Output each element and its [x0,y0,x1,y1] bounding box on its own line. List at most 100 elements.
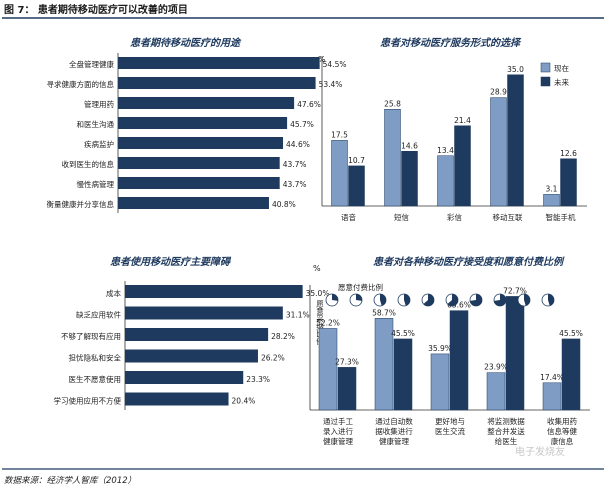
data-label: 20.4% [232,397,256,406]
category-label: 语音 [341,212,356,222]
data-label: 28.2% [271,332,295,341]
bar [454,125,471,207]
bar [437,155,454,207]
category-label: 彩信 [447,212,462,222]
category-label: 康信息 [551,436,574,446]
data-label: 17.5 [331,130,348,139]
figure-title: 图 7： 患者期待移动医疗可以改善的项目 [4,3,188,16]
legend-label: 未来 [554,77,569,87]
data-label: 12.6 [560,149,577,158]
data-label: 44.6% [286,140,310,149]
bar [118,57,320,69]
bar [490,97,507,207]
bar [401,151,418,207]
chart-acceptance-title: 患者对各种移动医疗接受度和愿意付费比例 [373,256,565,268]
bar [118,177,280,189]
data-label: 53.4% [319,80,343,89]
data-label: 31.1% [286,311,310,320]
bar [384,109,401,207]
data-label: 45.7% [290,120,314,129]
category-label: 通过自动数 [375,416,413,426]
category-label: 管理用药 [84,99,114,109]
category-label: 和医生沟通 [77,119,115,129]
category-label: 给医生 [495,436,518,446]
bar [337,367,357,411]
category-label: 信息等健 [547,426,577,436]
category-label: 成本 [106,288,121,298]
bar [505,296,525,411]
data-label: 26.2% [261,354,285,363]
data-label: 54.5% [323,60,347,69]
bar [125,328,269,341]
data-label: 40.8% [272,200,296,209]
category-label: 不够了解现有应用 [61,331,121,341]
category-label: 收集用药 [547,416,577,426]
pie-slice [404,294,410,306]
data-label: 25.8 [384,99,401,108]
chart-uses-title: 患者期待移动医疗的用途 [130,37,242,49]
bar [374,318,394,411]
bar [348,165,365,207]
pie-slice [380,294,386,306]
bar [125,306,283,320]
data-label: 14.6 [401,141,418,150]
bar [318,328,338,411]
category-label: 医生不愿意使用 [69,374,122,384]
data-label: 35.0% [306,289,330,298]
pie-slice [524,294,530,306]
category-label: 疾病监护 [84,139,114,149]
bar [125,349,258,363]
category-label: 短信 [394,212,409,222]
category-label: 健康管理 [379,436,409,446]
chart-acceptance: 患者对各种移动医疗接受度和愿意付费比例 % 愿意付费比例 愿意采纳比例 52.2… [309,256,590,446]
bar [430,353,450,411]
data-label: 58.7% [372,308,396,317]
data-label: 35.0 [507,65,524,74]
bar [118,197,269,209]
data-label: 47.6% [297,100,321,109]
category-label: 健康管理 [323,436,353,446]
bar [118,157,280,169]
category-label: 缺乏应用软件 [76,310,121,320]
chart-acceptance-legend-label: 愿意付费比例 [338,282,383,292]
category-label: 衡量健康并分享信息 [47,199,115,209]
pie-slice [470,294,482,306]
category-label: 将监测数据 [487,416,525,426]
source-note: 数据来源：经济学人智库（2012） [4,475,136,486]
data-label: 45.5% [391,329,415,338]
data-label: 23.3% [246,375,270,384]
category-label: 智能手机 [546,212,576,222]
bar [125,392,229,406]
category-label: 通过手工 [323,416,353,426]
data-label: 63.6% [447,301,471,310]
category-label: 据收集进行 [375,426,413,436]
bar [125,285,303,298]
bar [486,372,506,411]
category-label: 更好地与 [435,416,465,426]
category-label: 全盘管理健康 [69,59,114,69]
bar [118,137,284,149]
bar [560,158,577,207]
bar [449,310,469,411]
data-label: 72.7% [503,286,527,295]
chart-acceptance-unit: % [313,264,321,273]
bar [543,194,560,207]
data-label: 13.4 [437,146,454,155]
bar [561,338,581,411]
bar [331,140,348,207]
data-label: 43.7% [283,160,307,169]
category-label: 录入进行 [323,426,353,436]
category-label: 医生交流 [435,426,465,436]
bar [118,77,316,89]
category-label: 慢性病管理 [77,179,115,189]
pie-slice [423,294,435,306]
data-label: 21.4 [454,116,471,125]
chart-barriers: 患者使用移动医疗主要障碍 成本 35.0% 缺乏应用软件 31.1% 不够了解现有应用 2… [54,256,330,410]
category-label: 寻求健康方面的信息 [47,79,115,89]
legend-label: 现在 [554,63,569,73]
pie-slice [332,294,338,301]
pie-slice [548,294,554,306]
chart-forms-title: 患者对移动医疗服务形式的选择 [380,37,522,49]
category-label: 整合并发送 [487,426,525,436]
